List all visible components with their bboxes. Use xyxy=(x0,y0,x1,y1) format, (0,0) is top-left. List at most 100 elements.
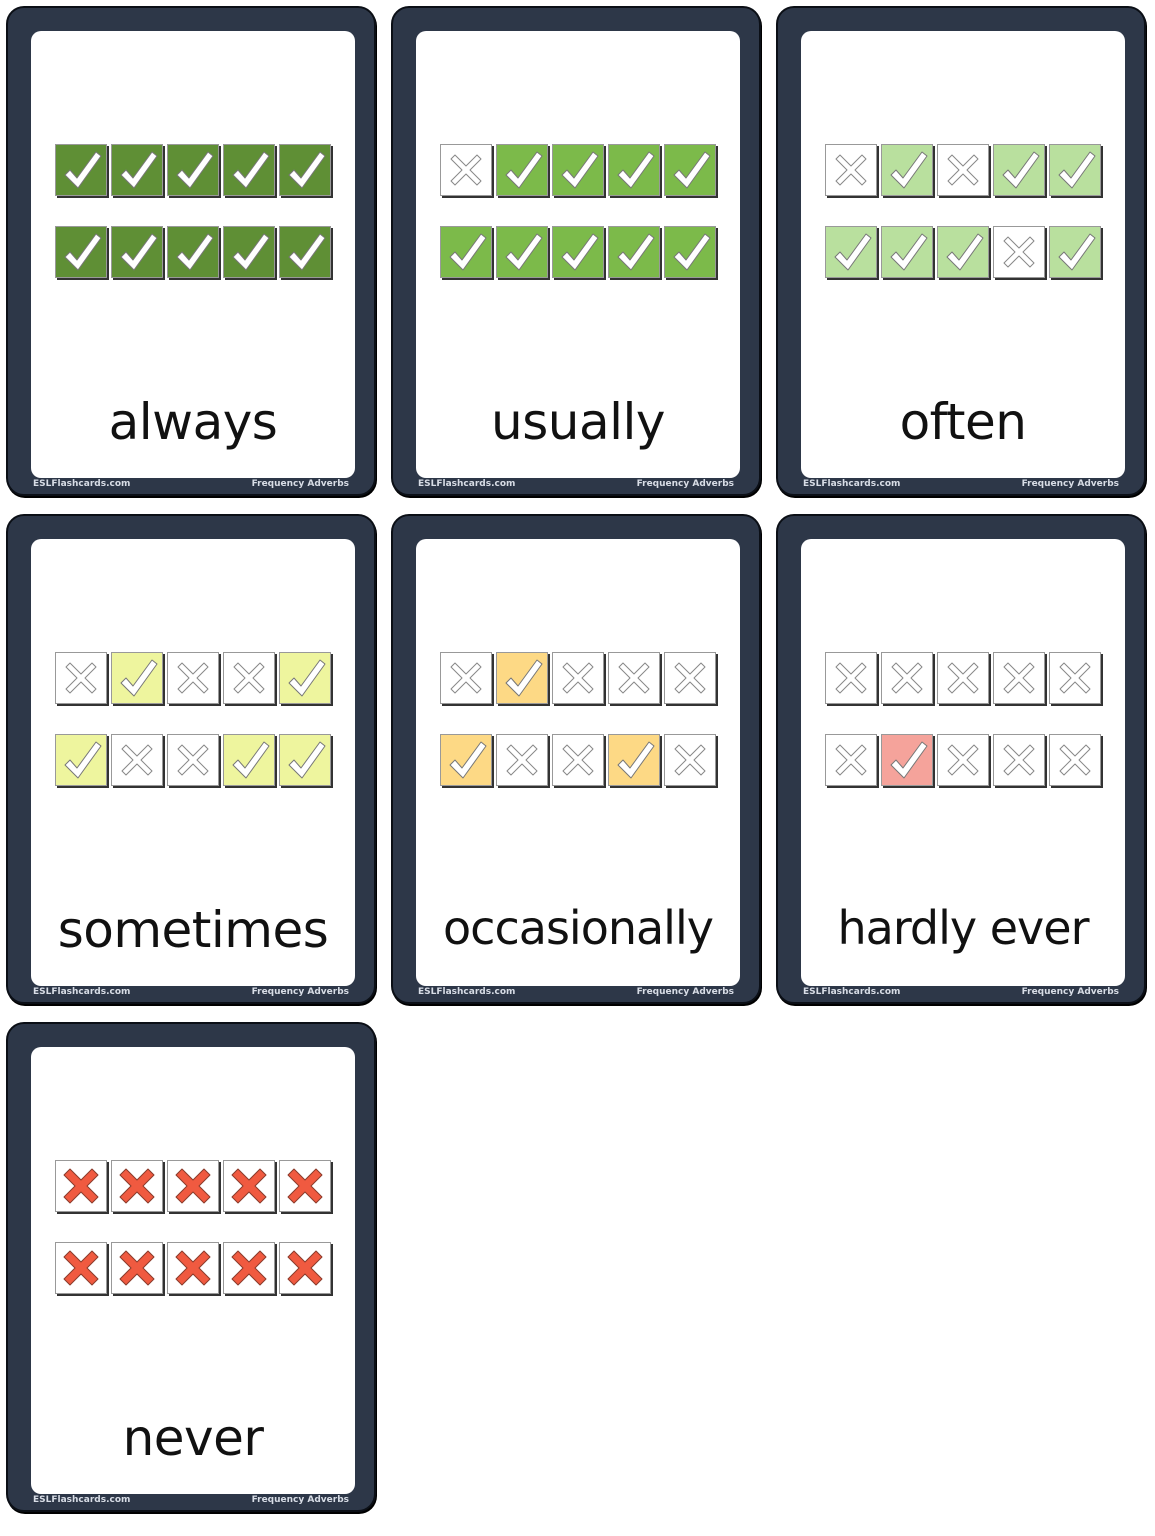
cross-icon xyxy=(55,1242,107,1294)
site-label: ESLFlashcards.com xyxy=(33,479,131,489)
cross-icon xyxy=(552,652,604,704)
site-label: ESLFlashcards.com xyxy=(33,987,131,997)
flashcard-often: often ESLFlashcards.com Frequency Adverbs xyxy=(776,6,1146,496)
card-word: always xyxy=(108,393,278,451)
cross-icon xyxy=(937,652,989,704)
cross-icon xyxy=(223,1160,275,1212)
card-word: never xyxy=(122,1409,264,1467)
check-icon xyxy=(223,144,275,196)
check-icon xyxy=(664,144,716,196)
frequency-grid xyxy=(440,144,716,308)
grid-row xyxy=(55,652,331,704)
frequency-grid xyxy=(55,1160,331,1324)
grid-row xyxy=(55,144,331,196)
card-face: hardly ever xyxy=(801,539,1125,986)
card-face: often xyxy=(801,31,1125,478)
card-word: occasionally xyxy=(443,901,714,955)
topic-label: Frequency Adverbs xyxy=(251,987,349,997)
check-icon xyxy=(881,226,933,278)
check-icon xyxy=(552,226,604,278)
cross-icon xyxy=(167,1160,219,1212)
card-face: occasionally xyxy=(416,539,740,986)
flashcard-always: always ESLFlashcards.com Frequency Adverbs xyxy=(6,6,376,496)
cross-icon xyxy=(825,144,877,196)
cross-icon xyxy=(111,734,163,786)
card-face: never xyxy=(31,1047,355,1494)
card-word: hardly ever xyxy=(837,901,1089,955)
card-face: sometimes xyxy=(31,539,355,986)
cross-icon xyxy=(223,652,275,704)
cross-icon xyxy=(937,734,989,786)
cross-icon xyxy=(279,1242,331,1294)
topic-label: Frequency Adverbs xyxy=(251,479,349,489)
cross-icon xyxy=(993,652,1045,704)
check-icon xyxy=(1049,226,1101,278)
cross-icon xyxy=(664,734,716,786)
grid-row xyxy=(825,734,1101,786)
frequency-grid xyxy=(55,144,331,308)
cross-icon xyxy=(440,652,492,704)
topic-label: Frequency Adverbs xyxy=(251,1495,349,1505)
check-icon xyxy=(55,226,107,278)
grid-row xyxy=(440,734,716,786)
cross-icon xyxy=(664,652,716,704)
flashcard-usually: usually ESLFlashcards.com Frequency Adverb… xyxy=(391,6,761,496)
frequency-grid xyxy=(55,652,331,816)
cross-icon xyxy=(111,1160,163,1212)
grid-row xyxy=(440,652,716,704)
frequency-grid xyxy=(825,652,1101,816)
grid-row xyxy=(440,226,716,278)
check-icon xyxy=(223,734,275,786)
grid-row xyxy=(55,226,331,278)
cross-icon xyxy=(825,652,877,704)
cross-icon xyxy=(223,1242,275,1294)
site-label: ESLFlashcards.com xyxy=(418,987,516,997)
cross-icon xyxy=(167,652,219,704)
check-icon xyxy=(167,144,219,196)
grid-row xyxy=(55,1160,331,1212)
cross-icon xyxy=(496,734,548,786)
check-icon xyxy=(664,226,716,278)
cross-icon xyxy=(881,652,933,704)
check-icon xyxy=(937,226,989,278)
card-face: usually xyxy=(416,31,740,478)
cross-icon xyxy=(825,734,877,786)
cross-icon xyxy=(1049,734,1101,786)
cross-icon xyxy=(937,144,989,196)
cross-icon xyxy=(993,734,1045,786)
frequency-grid xyxy=(825,144,1101,308)
check-icon xyxy=(552,144,604,196)
check-icon xyxy=(881,734,933,786)
card-word: sometimes xyxy=(57,901,329,959)
check-icon xyxy=(279,652,331,704)
site-label: ESLFlashcards.com xyxy=(418,479,516,489)
check-icon xyxy=(55,734,107,786)
cross-icon xyxy=(279,1160,331,1212)
grid-row xyxy=(825,652,1101,704)
topic-label: Frequency Adverbs xyxy=(636,987,734,997)
cross-icon xyxy=(167,1242,219,1294)
check-icon xyxy=(111,226,163,278)
grid-row xyxy=(440,144,716,196)
site-label: ESLFlashcards.com xyxy=(803,479,901,489)
cross-icon xyxy=(440,144,492,196)
check-icon xyxy=(608,226,660,278)
cross-icon xyxy=(167,734,219,786)
card-word: often xyxy=(899,393,1027,451)
topic-label: Frequency Adverbs xyxy=(1021,987,1119,997)
cross-icon xyxy=(1049,652,1101,704)
check-icon xyxy=(167,226,219,278)
check-icon xyxy=(825,226,877,278)
cross-icon xyxy=(55,1160,107,1212)
check-icon xyxy=(881,144,933,196)
cross-icon xyxy=(55,652,107,704)
check-icon xyxy=(279,144,331,196)
grid-row xyxy=(825,144,1101,196)
grid-row xyxy=(55,734,331,786)
flashcard-hardly-ever: hardly ever ESLFlashcards.com Frequency Ad… xyxy=(776,514,1146,1004)
check-icon xyxy=(993,144,1045,196)
cross-icon xyxy=(111,1242,163,1294)
check-icon xyxy=(279,734,331,786)
check-icon xyxy=(496,144,548,196)
check-icon xyxy=(608,734,660,786)
